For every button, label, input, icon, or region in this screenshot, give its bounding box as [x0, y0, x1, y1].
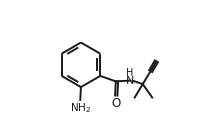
Text: NH$_2$: NH$_2$: [70, 101, 91, 115]
Text: O: O: [112, 97, 121, 110]
Text: H: H: [126, 68, 134, 78]
Text: N: N: [126, 76, 134, 86]
